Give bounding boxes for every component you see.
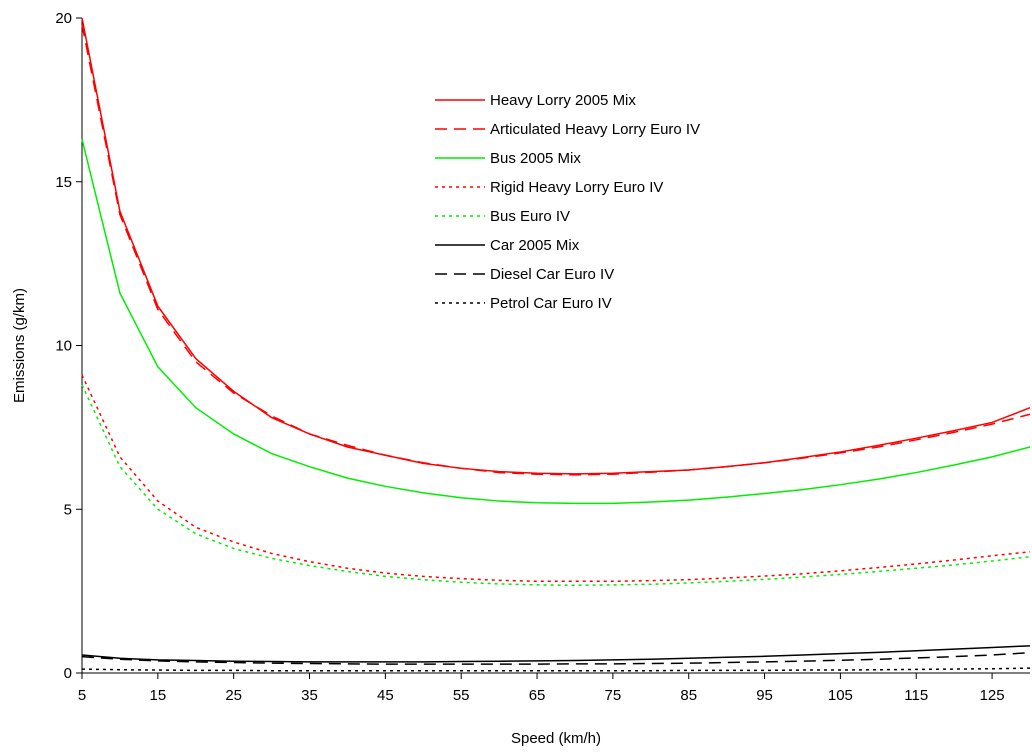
y-tick-label: 0 xyxy=(64,665,72,682)
x-tick-label: 25 xyxy=(225,687,242,704)
y-tick-label: 10 xyxy=(55,338,72,355)
y-axis-title: Emissions (g/km) xyxy=(11,288,28,403)
x-tick-label: 65 xyxy=(529,687,546,704)
legend-label: Bus Euro IV xyxy=(490,208,570,225)
x-tick-label: 105 xyxy=(828,687,853,704)
legend-label: Car 2005 Mix xyxy=(490,237,580,254)
y-tick-label: 5 xyxy=(64,501,72,518)
series-line-rigid-heavy-lorry-euro-iv xyxy=(81,374,1031,583)
axes xyxy=(81,18,1030,674)
series-lines xyxy=(81,17,1031,672)
x-tick-label: 115 xyxy=(904,687,928,704)
x-axis-title: Speed (km/h) xyxy=(511,730,601,747)
x-axis-ticks: 5 15 25 35 45 55 65 75 85 95 105 115 125 xyxy=(78,673,1005,704)
legend-label: Petrol Car Euro IV xyxy=(490,295,612,312)
series-line-car-2005-mix xyxy=(81,645,1031,663)
x-tick-label: 125 xyxy=(980,687,1005,704)
x-tick-label: 5 xyxy=(78,687,86,704)
series-line-diesel-car-euro-iv xyxy=(81,651,1031,665)
x-tick-label: 55 xyxy=(453,687,470,704)
y-tick-label: 15 xyxy=(55,174,72,191)
x-tick-label: 15 xyxy=(149,687,166,704)
x-tick-label: 85 xyxy=(680,687,697,704)
x-tick-label: 75 xyxy=(605,687,622,704)
legend-label: Articulated Heavy Lorry Euro IV xyxy=(490,121,700,138)
x-tick-label: 35 xyxy=(301,687,318,704)
legend-label: Rigid Heavy Lorry Euro IV xyxy=(490,179,663,196)
legend-label: Heavy Lorry 2005 Mix xyxy=(490,92,636,109)
series-line-bus-2005-mix xyxy=(81,138,1031,505)
legend: Heavy Lorry 2005 Mix Articulated Heavy Lo… xyxy=(435,92,700,312)
series-line-articulated-heavy-lorry-euro-iv xyxy=(81,24,1031,476)
series-line-petrol-car-euro-iv xyxy=(81,667,1031,672)
legend-label: Diesel Car Euro IV xyxy=(490,266,614,283)
y-tick-label: 20 xyxy=(55,10,72,27)
series-line-heavy-lorry-2005-mix xyxy=(81,17,1031,475)
y-axis-ticks: 0 5 10 15 20 xyxy=(55,10,82,682)
legend-label: Bus 2005 Mix xyxy=(490,150,581,167)
series-line-bus-euro-iv xyxy=(81,384,1031,586)
x-tick-label: 45 xyxy=(377,687,394,704)
x-tick-label: 95 xyxy=(756,687,773,704)
